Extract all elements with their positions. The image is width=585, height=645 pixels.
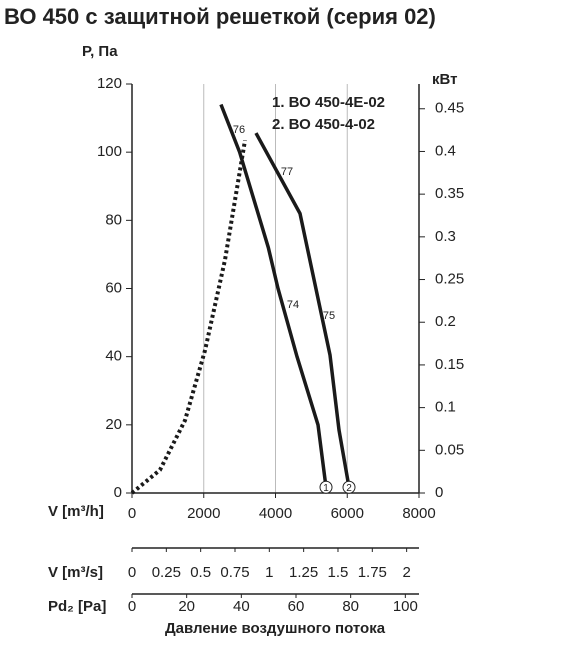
x-tick-label: 2000 — [187, 505, 220, 522]
y2-tick-label: 0.25 — [435, 271, 464, 288]
y2-tick-label: 0.2 — [435, 313, 456, 330]
footer-label: Давление воздушного потока — [165, 620, 386, 637]
extra-axis-tick-label: 0 — [128, 598, 136, 615]
extra-axis-tick-label: 100 — [393, 598, 418, 615]
y2-tick-label: 0.1 — [435, 399, 456, 416]
y-tick-label: 100 — [97, 143, 122, 160]
x-tick-label: 6000 — [331, 505, 364, 522]
curve-annotation: 75 — [323, 310, 335, 322]
extra-axis-tick-label: 80 — [342, 598, 359, 615]
y2-tick-label: 0.3 — [435, 228, 456, 245]
y2-tick-label: 0.35 — [435, 185, 464, 202]
extra-axis-tick-label: 20 — [178, 598, 195, 615]
legend-entry: 1. ВО 450-4Е-02 — [272, 94, 385, 111]
legend-entry: 2. ВО 450-4-02 — [272, 116, 375, 133]
extra-axis-tick-label: 0.25 — [152, 564, 181, 581]
extra-axis-tick-label: 2 — [402, 564, 410, 581]
extra-axis-tick-label: 0.5 — [190, 564, 211, 581]
y-tick-label: 120 — [97, 75, 122, 92]
y-tick-label: 0 — [114, 484, 122, 501]
x-tick-label: 8000 — [402, 505, 435, 522]
series-line — [130, 140, 247, 495]
y-tick-label: 20 — [105, 416, 122, 433]
extra-axis-label: V [m³/s] — [48, 564, 103, 581]
curve-annotation: 74 — [287, 299, 299, 311]
extra-axis-tick-label: 1.75 — [358, 564, 387, 581]
x-tick-label: 4000 — [259, 505, 292, 522]
y2-tick-label: 0 — [435, 484, 443, 501]
extra-axis-tick-label: 1.25 — [289, 564, 318, 581]
y2-tick-label: 0.05 — [435, 441, 464, 458]
curve-annotation: 76 — [233, 124, 245, 136]
y-axis-label: P, Па — [82, 43, 118, 60]
y2-tick-label: 0.15 — [435, 356, 464, 373]
y2-axis-label: кВт — [432, 71, 458, 88]
series-line — [254, 132, 351, 488]
y2-tick-label: 0.45 — [435, 100, 464, 117]
extra-axis-tick-label: 60 — [288, 598, 305, 615]
end-marker — [342, 480, 356, 494]
end-marker-label: 1 — [323, 483, 329, 494]
y-tick-label: 40 — [105, 348, 122, 365]
end-marker — [319, 480, 333, 494]
extra-axis-tick-label: 1.5 — [328, 564, 349, 581]
series-line — [219, 103, 328, 488]
chart-title: ВО 450 с защитной решеткой (серия 02) — [4, 4, 436, 29]
extra-axis-tick-label: 0 — [128, 564, 136, 581]
y-tick-label: 60 — [105, 279, 122, 296]
extra-axis-tick-label: 0.75 — [220, 564, 249, 581]
extra-axis-tick-label: 1 — [265, 564, 273, 581]
extra-axis-tick-label: 40 — [233, 598, 250, 615]
end-marker-label: 2 — [346, 483, 352, 494]
extra-axis-label: Pd₂ [Pa] — [48, 598, 106, 615]
x-tick-label: 0 — [128, 505, 136, 522]
x-axis-label: V [m³/h] — [48, 503, 104, 520]
y-tick-label: 80 — [105, 211, 122, 228]
curve-annotation: 77 — [281, 166, 293, 178]
y2-tick-label: 0.4 — [435, 142, 456, 159]
